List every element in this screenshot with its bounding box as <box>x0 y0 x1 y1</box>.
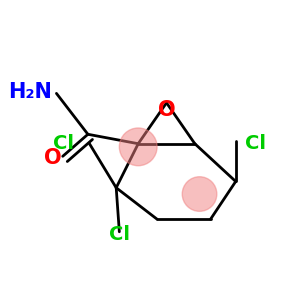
Text: O: O <box>44 148 61 168</box>
Text: H₂N: H₂N <box>8 82 52 102</box>
Text: O: O <box>158 100 175 120</box>
Circle shape <box>119 128 157 166</box>
Circle shape <box>182 177 217 211</box>
Text: Cl: Cl <box>109 225 130 244</box>
Text: Cl: Cl <box>53 134 74 153</box>
Text: Cl: Cl <box>245 134 266 153</box>
